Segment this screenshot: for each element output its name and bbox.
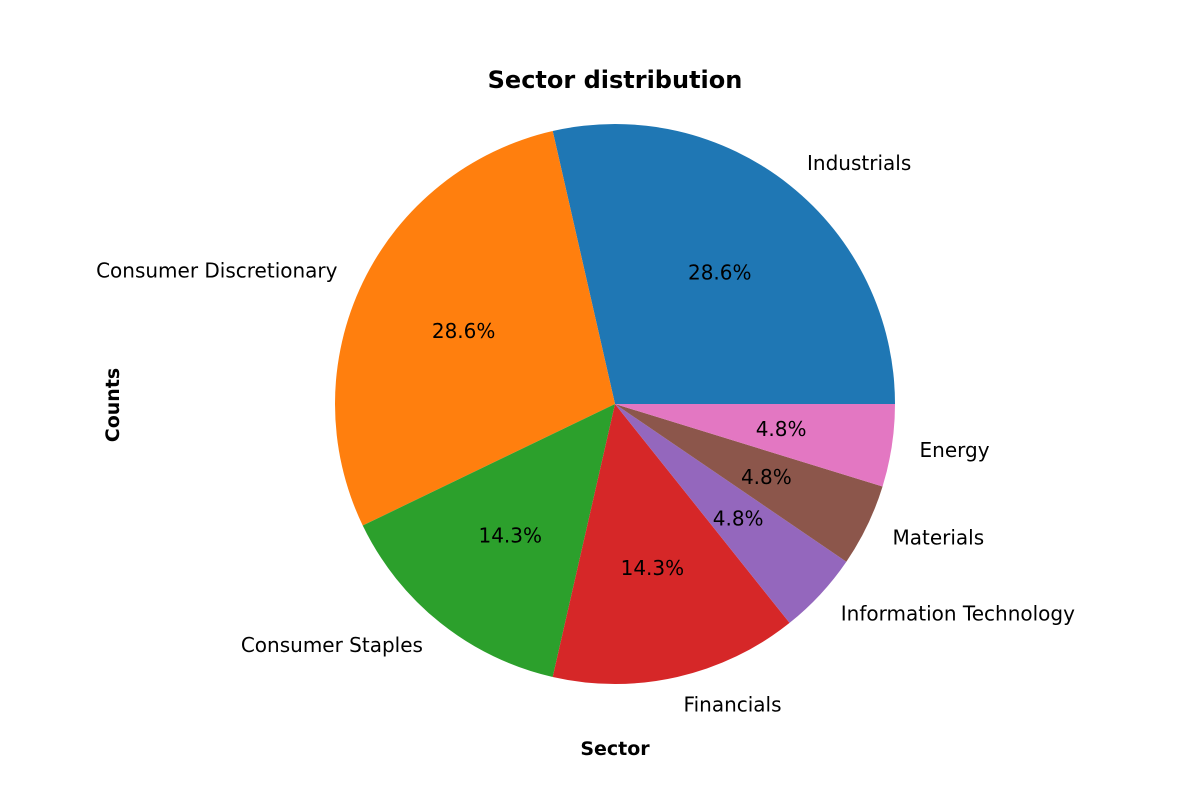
category-label-consumer-discretionary: Consumer Discretionary [96,258,338,282]
y-axis-label: Counts [102,368,124,442]
percent-label-information-technology: 4.8% [713,506,764,530]
category-label-information-technology: Information Technology [841,601,1075,625]
percent-label-industrials: 28.6% [688,261,752,285]
slice-financials [552,404,790,684]
category-label-consumer-staples: Consumer Staples [241,633,423,657]
percent-label-financials: 14.3% [621,556,685,580]
slice-energy [615,404,895,487]
slice-industrials [552,124,895,405]
category-label-financials: Financials [684,692,782,716]
percent-label-consumer-staples: 14.3% [478,523,542,547]
category-label-materials: Materials [892,526,984,550]
pie-labels: 28.6% Industrials 28.6% Consumer Discretion… [96,151,1075,716]
slice-consumer-staples [362,404,615,677]
category-label-industrials: Industrials [807,151,911,175]
slice-materials [615,404,883,562]
percent-label-materials: 4.8% [741,465,792,489]
slice-consumer-discretionary [335,131,615,526]
percent-label-consumer-discretionary: 28.6% [432,319,496,343]
slice-information-technology [615,404,847,623]
percent-label-energy: 4.8% [756,417,807,441]
category-label-energy: Energy [920,438,990,462]
pie-slices [335,124,895,684]
x-axis-label: Sector [580,738,650,760]
chart-title: Sector distribution [488,66,743,94]
